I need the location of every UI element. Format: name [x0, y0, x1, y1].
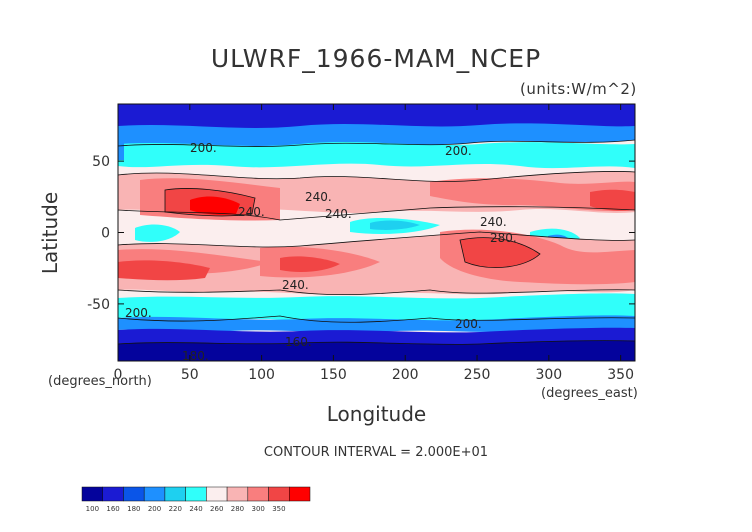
y-tick-label: 0: [101, 226, 110, 242]
colorbar-swatch: [123, 486, 145, 502]
colorbar-tick-label: 260: [210, 505, 223, 513]
contour-interval-label: CONTOUR INTERVAL = 2.000E+01: [263, 445, 489, 460]
contour-labels: 200. 200. 240. 240. 240. 240. 280. 240. …: [125, 141, 517, 363]
contour-label: 280.: [490, 231, 517, 245]
x-tick-label: 50: [181, 367, 199, 383]
colorbar-tick-label: 280: [231, 505, 244, 513]
chart-title: ULWRF_1966-MAM_NCEP: [210, 44, 542, 73]
x-tick-label: 0: [114, 367, 123, 383]
contour-label: 200.: [125, 306, 152, 320]
colorbar-swatch: [164, 486, 186, 502]
colorbar-tick-label: 220: [169, 505, 182, 513]
colorbar-swatch: [247, 486, 269, 502]
x-tick-label: 300: [535, 367, 562, 383]
colorbar-swatch: [81, 486, 103, 502]
x-axis-label: Longitude: [326, 402, 427, 426]
colorbar-swatch: [102, 486, 124, 502]
x-tick-label: 250: [464, 367, 491, 383]
colorbar-swatch: [289, 486, 311, 502]
heatmap-field: 200. 200. 240. 240. 240. 240. 280. 240. …: [118, 104, 635, 363]
colorbar-tick-label: 100: [86, 505, 99, 513]
x-tick-label: 150: [320, 367, 347, 383]
y-axis-label: Latitude: [38, 191, 62, 275]
units-label: (units:W/m^2): [520, 80, 637, 98]
contour-label: 240.: [325, 207, 352, 221]
colorbar-tick-label: 200: [148, 505, 161, 513]
contour-label: 160.: [285, 335, 312, 349]
contour-label: 200.: [445, 144, 472, 158]
contour-label: 240.: [238, 205, 265, 219]
y-tick-label: -50: [87, 297, 110, 313]
colorbar: 100 160 180 200 220 240 260 280 300 350: [81, 486, 311, 513]
colorbar-tick-label: 160: [106, 505, 119, 513]
contour-label: 240.: [305, 190, 332, 204]
colorbar-swatch: [143, 486, 166, 502]
contour-label: 200.: [455, 317, 482, 331]
colorbar-tick-label: 180: [127, 505, 140, 513]
colorbar-swatch: [206, 486, 228, 502]
contour-label: 200.: [190, 141, 217, 155]
y-unit-note: (degrees_north): [48, 374, 152, 389]
y-axis: -50 0 50: [87, 154, 635, 313]
contour-label: 240.: [480, 215, 507, 229]
x-tick-label: 350: [607, 367, 634, 383]
colorbar-swatch: [185, 486, 207, 502]
contour-label: 240.: [282, 278, 309, 292]
x-unit-note: (degrees_east): [541, 386, 638, 401]
x-tick-label: 200: [392, 367, 419, 383]
colorbar-tick-label: 300: [251, 505, 264, 513]
colorbar-swatch: [268, 486, 290, 502]
x-tick-label: 100: [248, 367, 275, 383]
colorbar-swatch: [226, 486, 249, 502]
x-axis: 0 50 100 150 200 250 300 350: [114, 104, 634, 383]
contour-label: 180.: [182, 349, 209, 363]
colorbar-tick-label: 350: [272, 505, 285, 513]
colorbar-tick-label: 240: [189, 505, 202, 513]
y-tick-label: 50: [92, 154, 110, 170]
